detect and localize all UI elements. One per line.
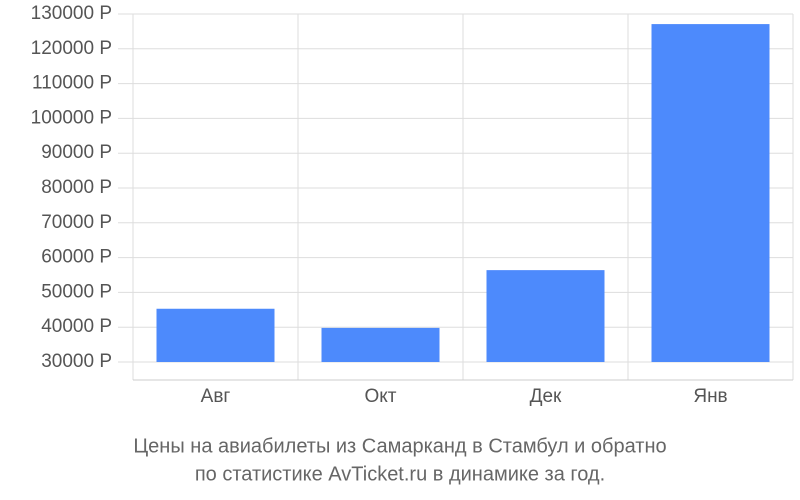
y-tick-label: 40000 Р (41, 316, 112, 337)
y-tick-label: 30000 Р (41, 351, 112, 372)
y-tick-label: 100000 Р (31, 107, 112, 128)
y-tick-label: 80000 Р (41, 177, 112, 198)
y-tick-label: 90000 Р (41, 142, 112, 163)
x-tick-label: Авг (201, 386, 231, 407)
chart-title: Цены на авиабилеты из Самарканд в Стамбу… (133, 435, 666, 457)
y-tick-label: 110000 Р (32, 73, 112, 94)
y-tick-label: 130000 Р (31, 3, 112, 24)
x-tick-label: Дек (530, 386, 562, 407)
x-tick-label: Янв (693, 386, 727, 407)
y-tick-label: 50000 Р (41, 281, 112, 302)
y-tick-label: 70000 Р (41, 212, 112, 233)
chart-title: по статистике AvTicket.ru в динамике за … (195, 463, 605, 485)
bar (156, 308, 275, 362)
y-tick-label: 60000 Р (41, 247, 112, 268)
bar (486, 270, 605, 362)
bar (651, 24, 770, 362)
bar (321, 327, 440, 362)
y-tick-label: 120000 Р (31, 38, 112, 59)
x-tick-label: Окт (364, 386, 396, 407)
